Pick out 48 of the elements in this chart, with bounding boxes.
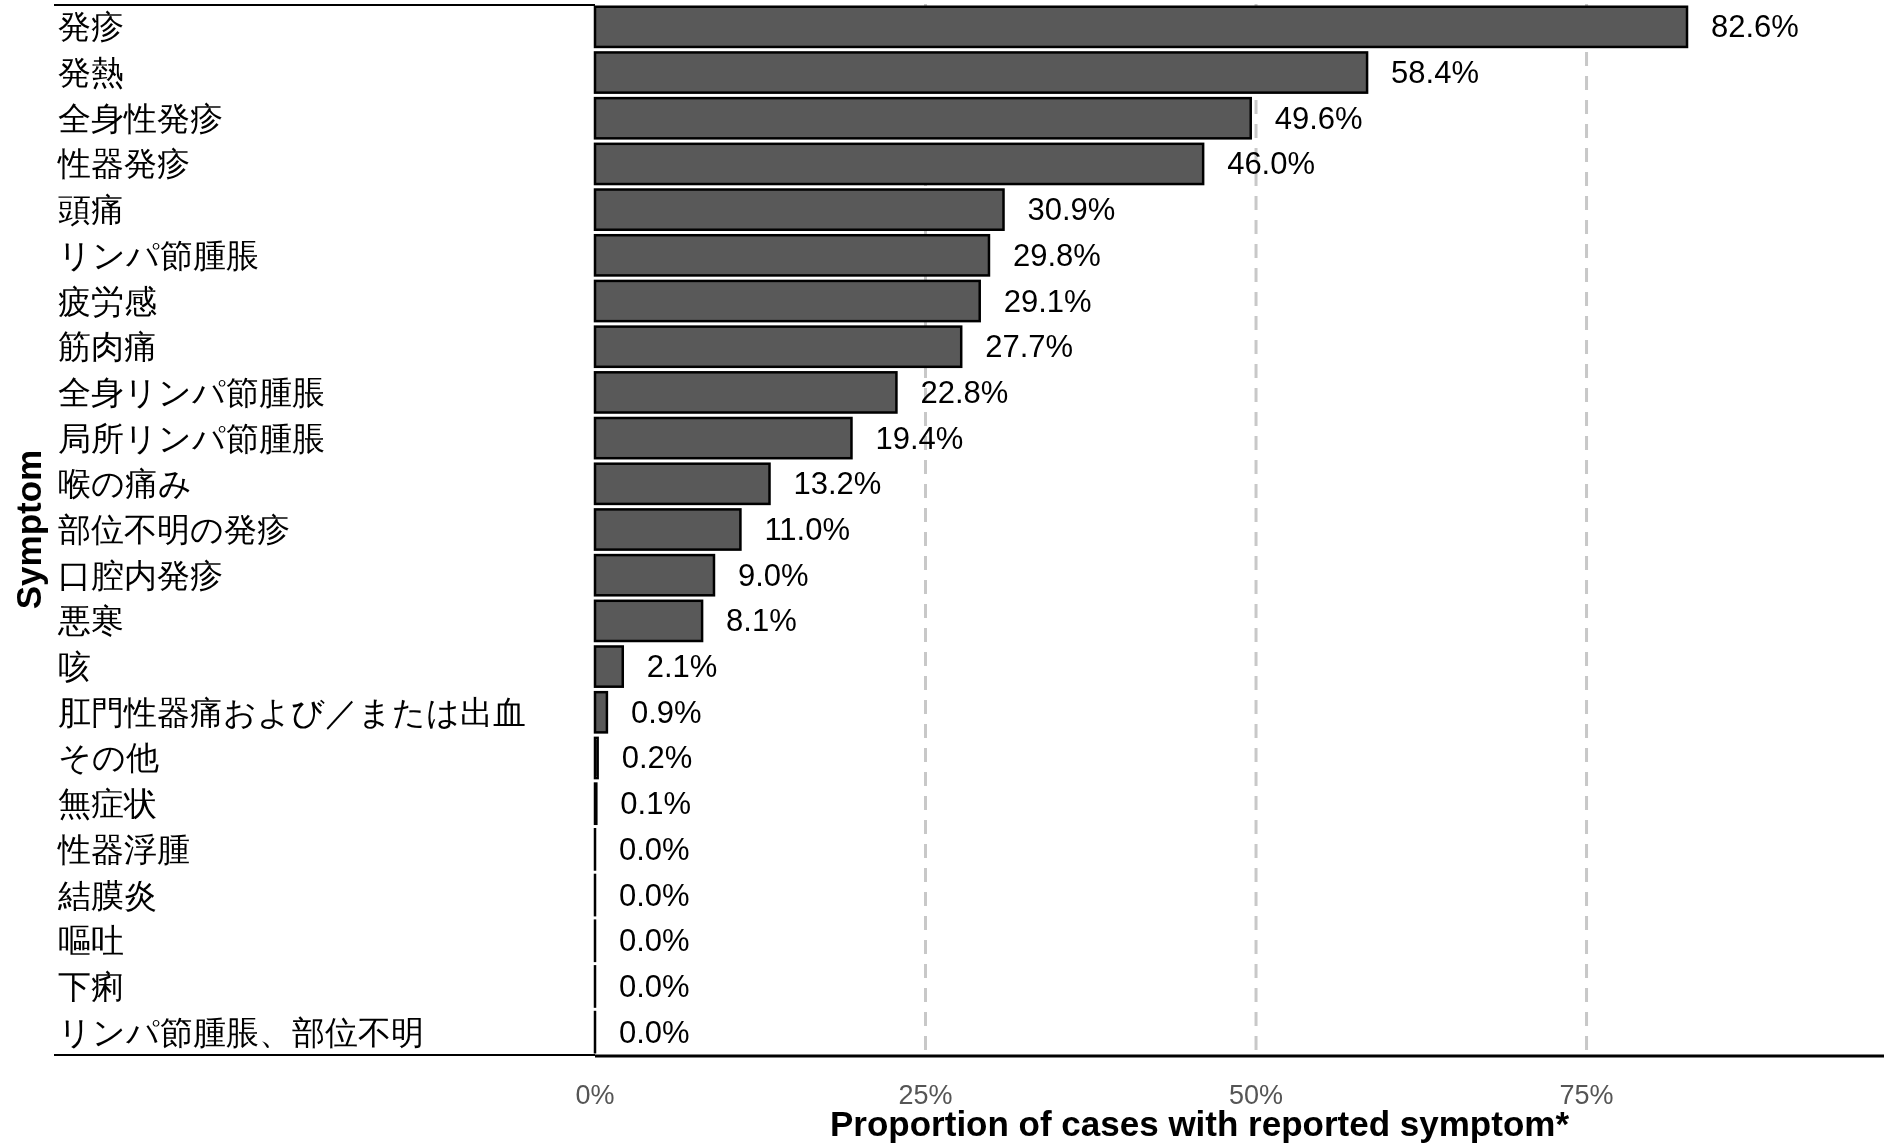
- data-label: 13.2%: [793, 466, 882, 502]
- data-label: 0.1%: [620, 786, 691, 822]
- data-label: 9.0%: [737, 557, 809, 593]
- y-tick-label: 部位不明の発疹: [58, 511, 290, 548]
- data-label: 11.0%: [764, 512, 851, 547]
- data-label: 0.0%: [619, 877, 690, 913]
- data-label: 0.0%: [619, 968, 690, 1004]
- y-tick-label: 口腔内発疹: [58, 556, 223, 594]
- data-label: 0.9%: [630, 694, 702, 730]
- y-tick-label: 咳: [58, 648, 91, 686]
- y-tick-label: 結膜炎: [57, 876, 157, 914]
- y-tick-label: 肛門性器痛および／または出血: [58, 693, 526, 731]
- y-tick-label: 性器浮腫: [57, 830, 190, 868]
- y-tick-label: 無症状: [58, 785, 157, 823]
- y-tick-label: リンパ節腫脹: [58, 236, 259, 274]
- data-label: 82.6%: [1711, 9, 1799, 45]
- y-tick-label: 喉の痛み: [58, 465, 192, 503]
- data-label: 8.1%: [726, 603, 797, 639]
- y-tick-label: 発疹: [58, 8, 124, 46]
- data-label: 0.0%: [619, 923, 690, 959]
- y-tick-label: 筋肉痛: [58, 328, 157, 366]
- data-label: 29.1%: [1003, 283, 1092, 319]
- y-tick-label: 嘔吐: [58, 922, 124, 960]
- data-label: 2.1%: [646, 649, 718, 685]
- y-tick-label: 下痢: [58, 967, 124, 1005]
- x-tick-label: 0%: [575, 1080, 615, 1110]
- y-tick-label: 悪寒: [57, 602, 124, 640]
- y-tick-label: 局所リンパ節腫脹: [58, 419, 325, 457]
- data-label: 0.0%: [619, 1014, 690, 1050]
- y-axis-title: Symptom: [8, 449, 48, 610]
- data-label: 0.0%: [619, 831, 690, 867]
- data-label: 30.9%: [1027, 192, 1116, 228]
- data-label: 29.8%: [1012, 237, 1101, 273]
- y-tick-label: 全身性発疹: [58, 99, 223, 137]
- y-tick-label: 発熱: [58, 54, 124, 92]
- data-label: 22.8%: [920, 374, 1009, 410]
- y-tick-label: 疲労感: [58, 282, 157, 320]
- y-tick-label: 性器発疹: [57, 145, 190, 183]
- y-tick-label: 全身リンパ節腫脹: [58, 373, 325, 411]
- data-label: 0.2%: [621, 740, 693, 776]
- y-tick-label: 頭痛: [58, 191, 124, 229]
- data-label: 49.6%: [1274, 100, 1363, 136]
- y-tick-label: リンパ節腫脹、部位不明: [58, 1013, 424, 1051]
- data-label: 58.4%: [1391, 55, 1479, 91]
- y-tick-label: その他: [58, 739, 159, 777]
- data-label: 27.7%: [985, 329, 1074, 365]
- data-label: 19.4%: [875, 420, 964, 456]
- data-label: 46.0%: [1227, 146, 1316, 182]
